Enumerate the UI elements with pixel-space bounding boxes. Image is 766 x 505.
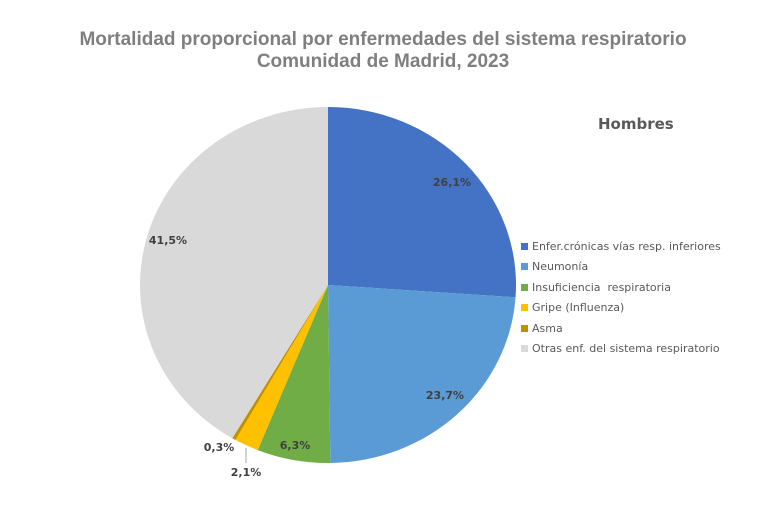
chart-subtitle: Comunidad de Madrid, 2023 [256,51,510,72]
pie-slice [232,285,328,440]
legend-label: Asma [532,321,563,335]
legend-item: Insuficiencia respiratoria [521,277,721,298]
data-label: 26,1% [433,176,471,189]
legend-swatch [521,242,528,250]
pie-slice [235,285,328,451]
data-label: 41,5% [149,234,187,247]
legend: Enfer.crónicas vías resp. inferiores Neum… [521,236,721,359]
legend-label: Insuficiencia respiratoria [532,280,671,294]
legend-label: Otras enf. del sistema respiratorio [532,342,720,356]
legend-label: Neumonía [532,260,589,274]
data-label: 23,7% [426,389,464,402]
legend-item: Enfer.crónicas vías resp. inferiores [521,236,721,257]
legend-swatch [521,345,528,353]
data-label: 0,3% [204,441,235,454]
legend-item: Neumonía [521,257,721,278]
legend-swatch [521,263,528,271]
pie-slice [257,285,331,463]
chart-title: Mortalidad proporcional por enfermedades… [79,29,687,50]
legend-label: Gripe (Influenza) [532,301,625,315]
legend-item: Asma [521,318,721,339]
legend-item: Gripe (Influenza) [521,298,721,319]
data-label: 6,3% [280,439,311,452]
legend-label: Enfer.crónicas vías resp. inferiores [532,239,721,253]
legend-swatch [521,324,528,332]
pie-slice [328,285,516,463]
data-label: 2,1% [231,466,262,479]
series-label: Hombres [598,115,674,133]
legend-swatch [521,283,528,291]
pie-slice [139,107,328,439]
pie-slice [328,107,516,298]
legend-item: Otras enf. del sistema respiratorio [521,339,721,360]
legend-swatch [521,304,528,312]
